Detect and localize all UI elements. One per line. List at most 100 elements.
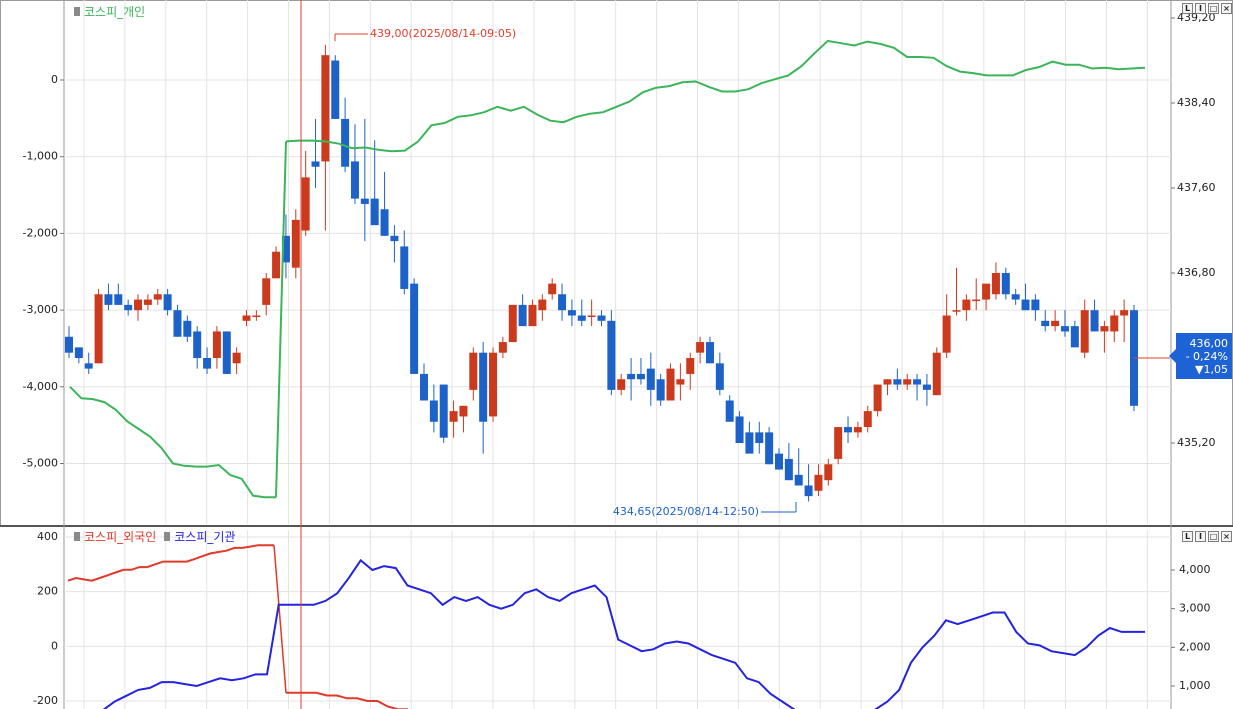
- candle-body: [567, 310, 576, 316]
- candle-body: [410, 283, 419, 374]
- candle-body: [656, 379, 665, 401]
- candle-body: [597, 315, 606, 321]
- right-axis-tick-label: 436,80: [1177, 266, 1216, 279]
- candle-body: [1100, 326, 1109, 332]
- candle-body: [873, 384, 882, 412]
- candle-body: [65, 336, 73, 353]
- candle-body: [528, 304, 537, 327]
- candle-body: [498, 342, 507, 353]
- candle-body: [173, 310, 182, 337]
- candle-body: [380, 209, 389, 236]
- bottom-panel-controls: L I □ ×: [1182, 531, 1232, 542]
- close-panel-button[interactable]: ×: [1221, 531, 1232, 542]
- right-axis-tick-label: 439,20: [1177, 11, 1216, 24]
- indicator-button[interactable]: I: [1195, 531, 1206, 542]
- candle-body: [350, 161, 359, 199]
- candle-body: [360, 198, 369, 204]
- candle-body: [607, 320, 616, 390]
- candle-body: [942, 315, 951, 353]
- candle-body: [558, 294, 567, 311]
- left-axis-tick-label: 200: [37, 585, 58, 598]
- candlestick-series: [65, 44, 1138, 502]
- candle-body: [193, 331, 202, 358]
- maximize-button[interactable]: □: [1208, 3, 1219, 14]
- candle-body: [439, 384, 448, 438]
- right-axis-tick-label: 3,000: [1179, 602, 1211, 615]
- candle-body: [331, 60, 340, 119]
- right-axis-tick-label: 435,20: [1177, 436, 1216, 449]
- candle-body: [755, 432, 764, 443]
- candle-body: [518, 304, 527, 327]
- candle-body: [844, 427, 853, 433]
- left-axis-tick-label: 400: [37, 530, 58, 543]
- candle-body: [932, 352, 941, 396]
- left-axis-tick-label: 0: [51, 639, 58, 652]
- candle-body: [834, 427, 843, 459]
- candle-body: [400, 246, 409, 289]
- foreign-series-line-b: [286, 691, 408, 709]
- low-annotation-label: 434,65(2025/08/14-12:50): [613, 505, 759, 518]
- candle-body: [1090, 310, 1099, 332]
- legend-bottom: 코스피_외국인 코스피_기관: [74, 528, 235, 545]
- candle-body: [893, 379, 902, 385]
- candle-body: [1070, 326, 1079, 348]
- right-axis-tick-label: 437,60: [1177, 181, 1216, 194]
- candle-body: [301, 177, 310, 231]
- left-axis-tick-label: -1,000: [23, 150, 58, 163]
- current-price-change: ▼1,05: [1195, 362, 1228, 376]
- candle-body: [705, 342, 714, 364]
- legend-institution[interactable]: 코스피_기관: [174, 530, 236, 544]
- candle-body: [548, 283, 557, 295]
- foreign-series-line-a: [67, 544, 274, 582]
- candle-body: [114, 294, 123, 305]
- left-axis-tick-label: -5,000: [23, 457, 58, 470]
- candle-body: [617, 379, 626, 390]
- legend-individual[interactable]: 코스피_개인: [84, 5, 146, 19]
- candle-body: [646, 368, 655, 390]
- candle-body: [143, 299, 152, 305]
- left-axis-tick-label: -2,000: [23, 226, 58, 239]
- candle-body: [636, 373, 645, 380]
- maximize-button[interactable]: □: [1208, 531, 1219, 542]
- candle-body: [627, 373, 636, 380]
- candle-body: [784, 458, 793, 481]
- candle-body: [252, 315, 261, 317]
- candle-body: [94, 294, 103, 364]
- candle-body: [804, 485, 813, 497]
- institution-series-line: [102, 558, 1145, 709]
- candle-body: [922, 384, 931, 390]
- foreign-series-jump: [273, 545, 287, 693]
- high-annotation-label: 439,00(2025/08/14-09:05): [370, 27, 516, 40]
- log-scale-button[interactable]: L: [1182, 3, 1193, 14]
- candle-body: [232, 352, 241, 364]
- candle-body: [153, 294, 162, 300]
- candle-body: [686, 358, 695, 374]
- left-axis-tick-label: -200: [33, 694, 58, 707]
- legend-foreign[interactable]: 코스피_외국인: [84, 530, 157, 544]
- candle-body: [321, 55, 330, 162]
- candle-body: [272, 251, 281, 279]
- candle-body: [696, 342, 705, 353]
- candle-body: [311, 161, 320, 167]
- candle-body: [1041, 320, 1050, 327]
- log-scale-button[interactable]: L: [1182, 531, 1193, 542]
- candle-body: [962, 299, 971, 311]
- candle-body: [883, 379, 892, 385]
- right-axis-tick-label: 438,40: [1177, 96, 1216, 109]
- legend-marker-icon: [74, 532, 80, 541]
- candle-body: [262, 278, 271, 305]
- close-panel-button[interactable]: ×: [1221, 3, 1232, 14]
- candle-body: [104, 294, 113, 305]
- current-price-change-pct: - 0,24%: [1185, 349, 1228, 363]
- candle-body: [587, 315, 596, 317]
- right-axis-tick-label: 4,000: [1179, 563, 1211, 576]
- candle-body: [991, 273, 1000, 295]
- candle-body: [281, 235, 290, 263]
- candle-body: [814, 474, 823, 491]
- candle-body: [577, 315, 586, 321]
- right-axis-tick-label: 1,000: [1179, 679, 1211, 692]
- candle-body: [775, 453, 783, 470]
- individual-series-jump: [275, 141, 287, 498]
- indicator-button[interactable]: I: [1195, 3, 1206, 14]
- candle-body: [903, 379, 912, 385]
